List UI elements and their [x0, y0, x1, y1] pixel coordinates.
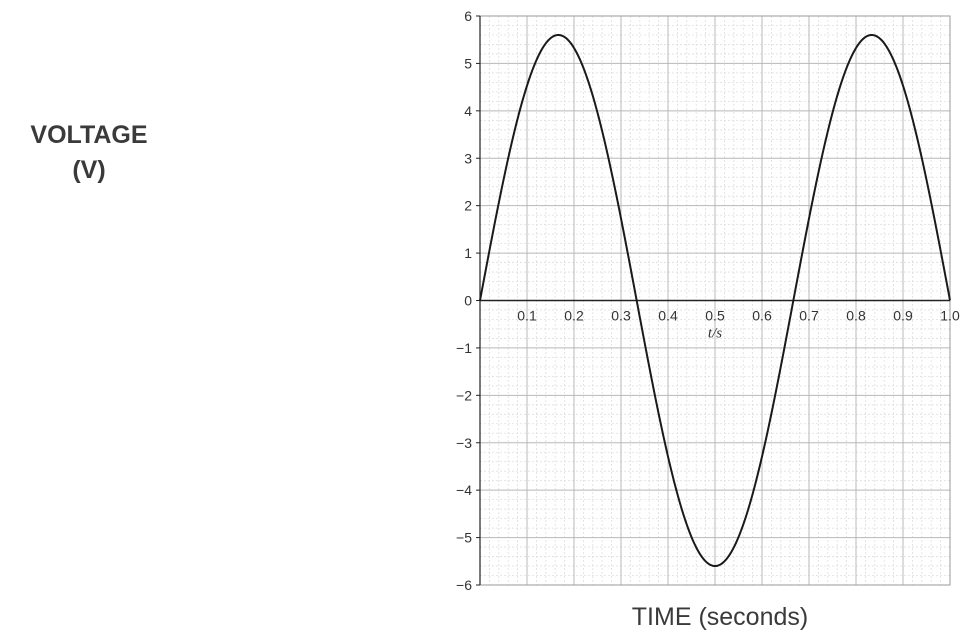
x-tick-label: 0.6: [752, 308, 772, 324]
y-tick-label: 4: [464, 103, 472, 119]
y-tick-label: 0: [464, 293, 472, 309]
y-tick-label: 6: [464, 8, 472, 24]
x-tick-label: 0.5: [705, 308, 725, 324]
x-tick-label: 0.3: [611, 308, 631, 324]
x-tick-label: 0.2: [564, 308, 584, 324]
y-tick-label: −3: [456, 435, 472, 451]
y-tick-label: −1: [456, 340, 472, 356]
y-axis-label-line1: VOLTAGE: [30, 121, 148, 149]
voltage-time-chart: 0.1 0.2 0.3 0.4 0.5 0.6 0.7 0.8 0.9 1.0 6 5 4 3 2 1 0 −1…: [456, 8, 960, 593]
y-tick-label: −2: [456, 387, 472, 403]
x-tick-label: 0.8: [846, 308, 866, 324]
x-tick-label: 0.4: [658, 308, 678, 324]
y-axis-label: VOLTAGE (V): [0, 118, 178, 188]
y-tick-label: 3: [464, 150, 472, 166]
x-tick-label: 0.1: [517, 308, 537, 324]
y-axis-label-line2: (V): [72, 156, 106, 184]
y-tick-label: −4: [456, 482, 472, 498]
y-tick-label: −6: [456, 577, 472, 593]
axis-unit-label: t/s: [708, 326, 722, 342]
y-tick-label: 1: [464, 245, 472, 261]
y-tick-label: 2: [464, 198, 472, 214]
y-tick-label: −5: [456, 530, 472, 546]
y-tick-labels: 6 5 4 3 2 1 0 −1 −2 −3 −4 −5 −6: [456, 8, 480, 593]
x-tick-label: 0.7: [799, 308, 819, 324]
x-tick-label: 1.0: [940, 308, 960, 324]
x-tick-label: 0.9: [893, 308, 913, 324]
x-tick-labels: 0.1 0.2 0.3 0.4 0.5 0.6 0.7 0.8 0.9 1.0: [517, 308, 960, 324]
y-tick-label: 5: [464, 55, 472, 71]
voltage-curve: [479, 33, 951, 568]
x-axis-label: TIME (seconds): [631, 603, 809, 631]
